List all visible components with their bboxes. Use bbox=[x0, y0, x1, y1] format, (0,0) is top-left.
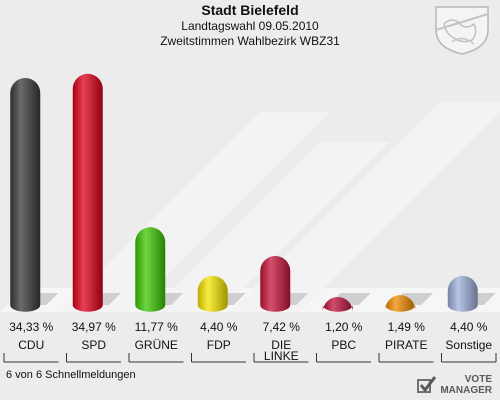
chart-subtitle-district: Zweitstimmen Wahlbezirk WBZ31 bbox=[160, 34, 340, 48]
value-label: 4,40 % bbox=[450, 320, 488, 334]
bar-sonstige bbox=[447, 275, 478, 312]
logo-line-1: VOTE bbox=[464, 374, 492, 385]
votemanager-logo: VOTE MANAGER bbox=[417, 374, 492, 396]
value-label: 34,33 % bbox=[9, 320, 53, 334]
value-label: 1,20 % bbox=[325, 320, 363, 334]
category-label: CDU bbox=[18, 338, 44, 352]
bar-fdp bbox=[197, 275, 228, 312]
category-label: PBC bbox=[331, 338, 356, 352]
bar-die-linke bbox=[260, 255, 291, 312]
footnote: 6 von 6 Schnellmeldungen bbox=[6, 369, 136, 381]
bar-pbc bbox=[322, 297, 353, 312]
bar-spd bbox=[72, 73, 103, 312]
chart-title: Stadt Bielefeld bbox=[201, 2, 299, 18]
category-label: GRÜNE bbox=[135, 338, 178, 352]
category-label: FDP bbox=[207, 338, 231, 352]
background-stripe bbox=[150, 142, 390, 312]
category-label: Sonstige bbox=[445, 338, 492, 352]
category-label: DIE bbox=[271, 338, 291, 352]
background-stripe bbox=[60, 112, 330, 312]
value-label: 4,40 % bbox=[200, 320, 238, 334]
value-label: 7,42 % bbox=[263, 320, 301, 334]
value-label: 1,49 % bbox=[388, 320, 426, 334]
value-label: 11,77 % bbox=[135, 320, 178, 334]
bar-pirate bbox=[385, 295, 416, 312]
chart-header: Stadt Bielefeld Landtagswahl 09.05.2010 … bbox=[0, 2, 500, 49]
category-label: PIRATE bbox=[385, 338, 427, 352]
coat-of-arms-icon bbox=[435, 6, 489, 55]
category-label: SPD bbox=[81, 338, 106, 352]
background-stripe bbox=[230, 102, 500, 312]
logo-line-2: MANAGER bbox=[440, 385, 492, 396]
bar-gr-ne bbox=[135, 227, 166, 312]
checkmark-icon bbox=[417, 376, 437, 393]
category-label: LINKE bbox=[264, 349, 299, 363]
bar-cdu bbox=[10, 78, 41, 312]
value-label: 34,97 % bbox=[72, 320, 116, 334]
chart-subtitle-election: Landtagswahl 09.05.2010 bbox=[181, 19, 319, 33]
